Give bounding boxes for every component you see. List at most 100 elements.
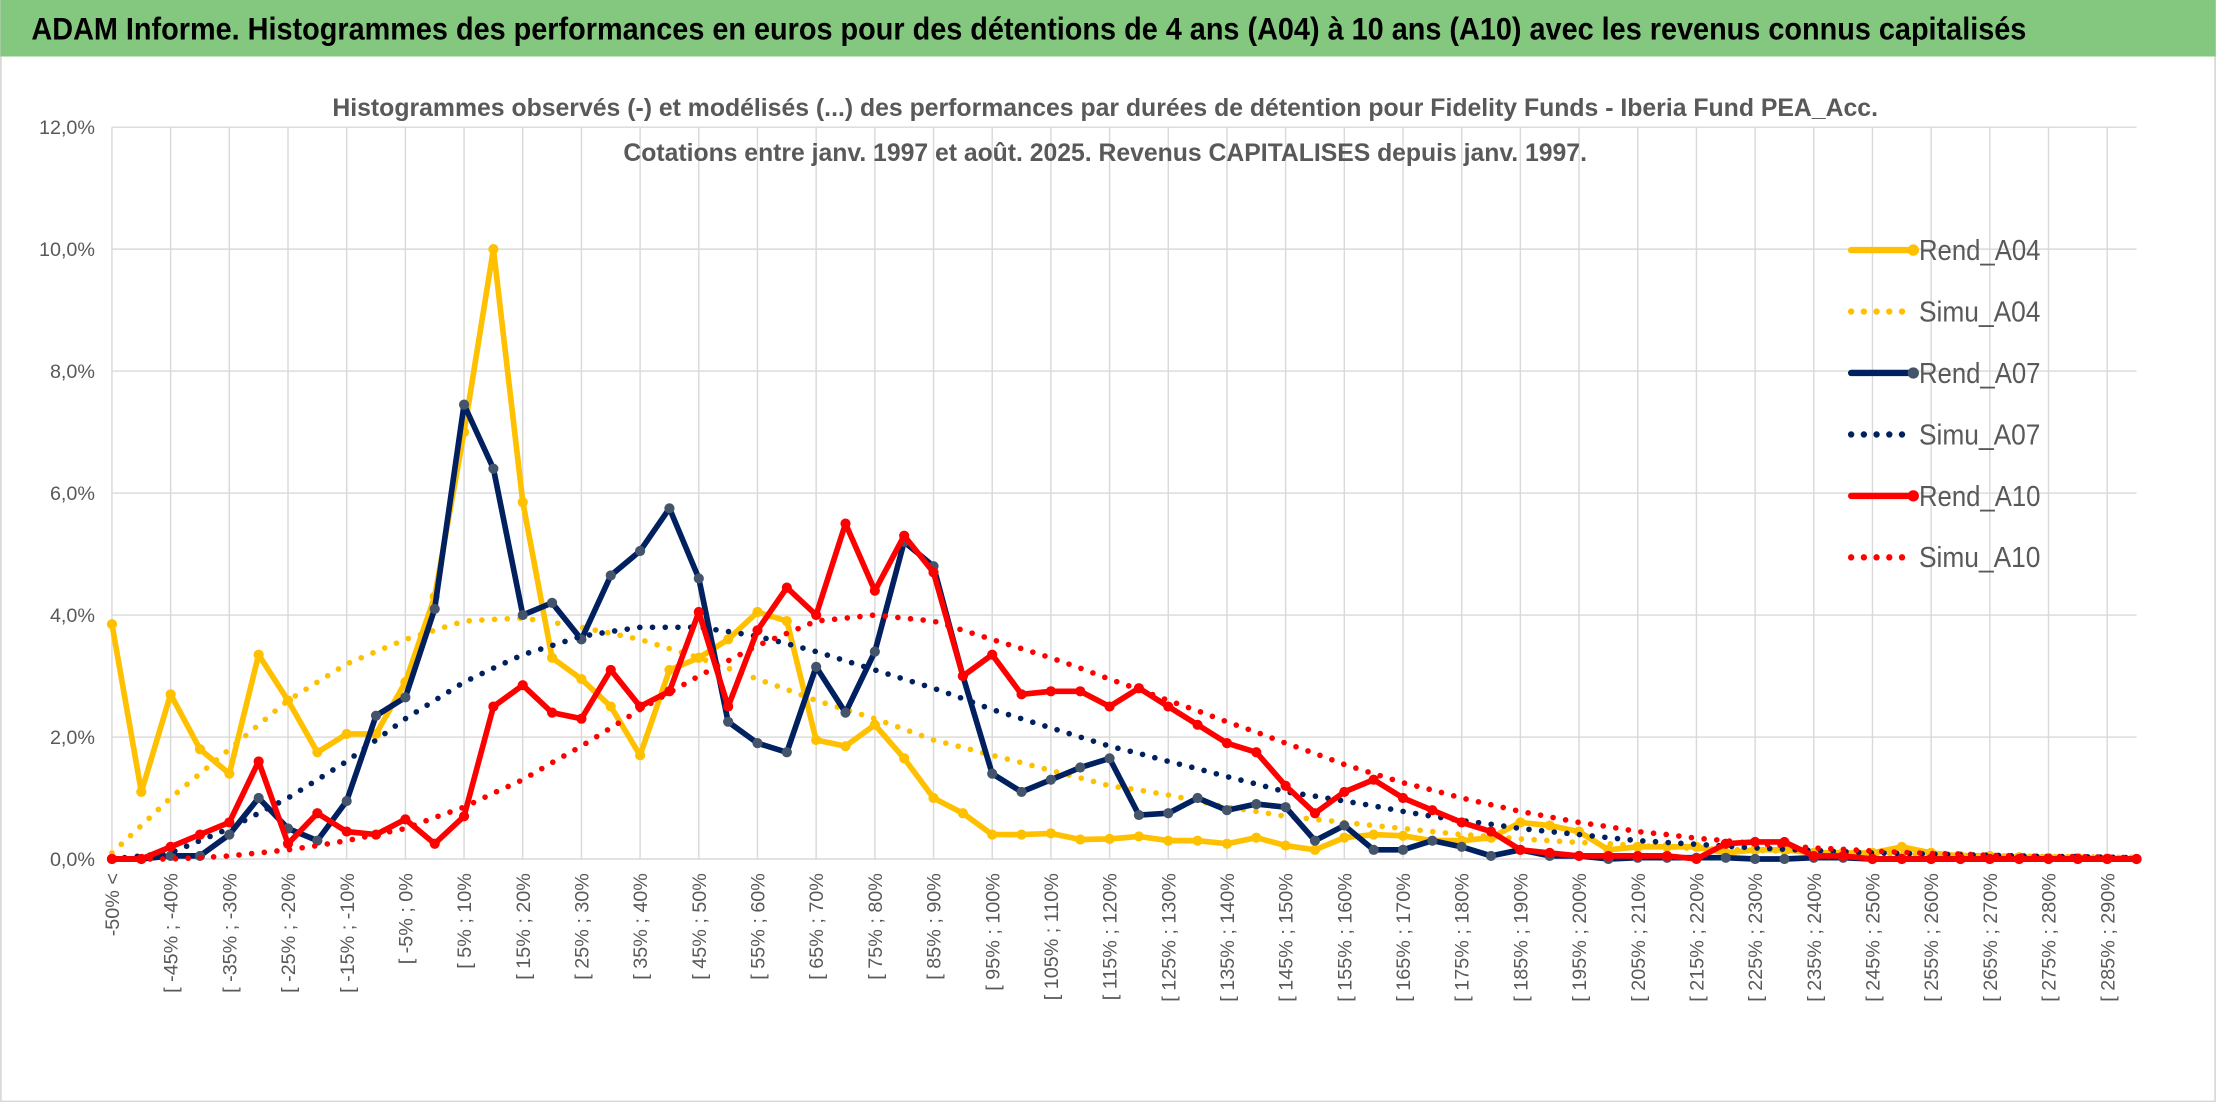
point	[488, 244, 499, 255]
legend-label: Simu_A04	[1919, 295, 2041, 327]
point	[1808, 850, 1819, 862]
point	[1339, 832, 1350, 843]
legend-marker	[1907, 367, 1919, 379]
point	[811, 734, 822, 746]
point	[429, 603, 440, 615]
point	[341, 728, 352, 740]
point	[165, 841, 176, 852]
point	[693, 606, 704, 618]
point	[1016, 689, 1027, 700]
point	[194, 829, 206, 840]
point	[253, 792, 264, 804]
x-tick-label: [ 205% ; 210%	[1628, 873, 1650, 1002]
point	[1368, 829, 1379, 840]
point	[840, 518, 851, 529]
y-tick-label: 4,0%	[50, 605, 95, 627]
point	[370, 710, 382, 721]
point	[1133, 831, 1145, 842]
point	[546, 707, 558, 718]
point	[1368, 844, 1379, 855]
x-tick-label: [ 155% ; 160%	[1334, 873, 1356, 1002]
point	[1661, 850, 1673, 862]
x-tick-label: [ 5% ; 10%	[454, 873, 476, 969]
point	[1984, 853, 1995, 865]
point	[781, 582, 792, 593]
point	[1515, 817, 1526, 828]
point	[1485, 850, 1497, 862]
x-tick-label: [ 135% ; 140%	[1217, 873, 1239, 1002]
point	[1427, 805, 1438, 816]
point	[1397, 844, 1409, 855]
point	[312, 747, 323, 758]
x-tick-label: [ 275% ; 280%	[2039, 873, 2061, 1002]
point	[106, 619, 118, 630]
point	[1397, 830, 1409, 841]
point	[840, 741, 851, 752]
x-tick-label: -50% <	[102, 873, 124, 936]
legend-marker	[1907, 244, 1919, 256]
point	[635, 545, 646, 557]
x-tick-label: [ 145% ; 150%	[1276, 873, 1298, 1002]
point	[605, 664, 616, 676]
point	[546, 597, 558, 608]
point	[253, 649, 264, 660]
point	[576, 673, 587, 685]
point	[1133, 809, 1145, 821]
x-tick-label: [ 75% ; 80%	[865, 873, 887, 980]
point	[869, 585, 880, 596]
point	[1544, 820, 1555, 831]
point	[1896, 841, 1907, 852]
point	[1163, 701, 1174, 712]
point	[752, 625, 763, 636]
point	[693, 573, 704, 584]
model-line	[109, 612, 2140, 862]
point	[1632, 850, 1643, 862]
point	[693, 652, 704, 663]
point	[635, 750, 646, 761]
point	[664, 503, 675, 514]
point	[224, 768, 235, 779]
point	[987, 649, 998, 660]
x-tick-label: [ 125% ; 130%	[1158, 873, 1180, 1002]
point	[723, 701, 734, 712]
x-tick-label: [ 225% ; 230%	[1745, 873, 1767, 1002]
point	[1867, 853, 1878, 865]
point	[224, 829, 235, 840]
point	[1368, 774, 1379, 785]
y-tick-label: 6,0%	[50, 483, 95, 505]
point	[341, 795, 352, 807]
x-tick-label: [ -5% ; 0%	[395, 873, 417, 964]
point	[1339, 786, 1350, 797]
point	[1339, 820, 1350, 831]
point	[752, 606, 763, 618]
x-tick-label: [ 215% ; 220%	[1686, 873, 1708, 1002]
y-tick-label: 0,0%	[50, 849, 95, 871]
point	[282, 838, 294, 849]
x-tick-label: [ -15% ; -10%	[337, 873, 359, 993]
point	[517, 680, 528, 691]
x-tick-label: [ 185% ; 190%	[1510, 873, 1532, 1002]
observed-line	[109, 520, 2140, 862]
model-line	[109, 624, 2140, 862]
x-tick-label: [ 115% ; 120%	[1100, 873, 1122, 1000]
point	[458, 811, 470, 822]
header-bar	[0, 0, 2216, 57]
point	[869, 646, 880, 657]
x-tick-label: [ -25% ; -20%	[278, 873, 300, 993]
point	[1045, 774, 1056, 785]
point	[723, 634, 734, 645]
point	[1104, 753, 1115, 764]
point	[1221, 805, 1233, 816]
point	[1075, 834, 1086, 845]
x-tick-label: [ 235% ; 240%	[1804, 873, 1826, 1002]
x-tick-label: [ 255% ; 260%	[1921, 873, 1943, 1002]
point	[517, 609, 528, 621]
point	[957, 808, 968, 819]
point	[1280, 802, 1291, 813]
chart-title: Histogrammes observés (-) et modélisés (…	[332, 94, 1878, 122]
point	[899, 753, 910, 764]
header-title: ADAM Informe. Histogrammes des performan…	[31, 12, 2026, 47]
point	[1691, 853, 1702, 865]
point	[458, 399, 470, 410]
